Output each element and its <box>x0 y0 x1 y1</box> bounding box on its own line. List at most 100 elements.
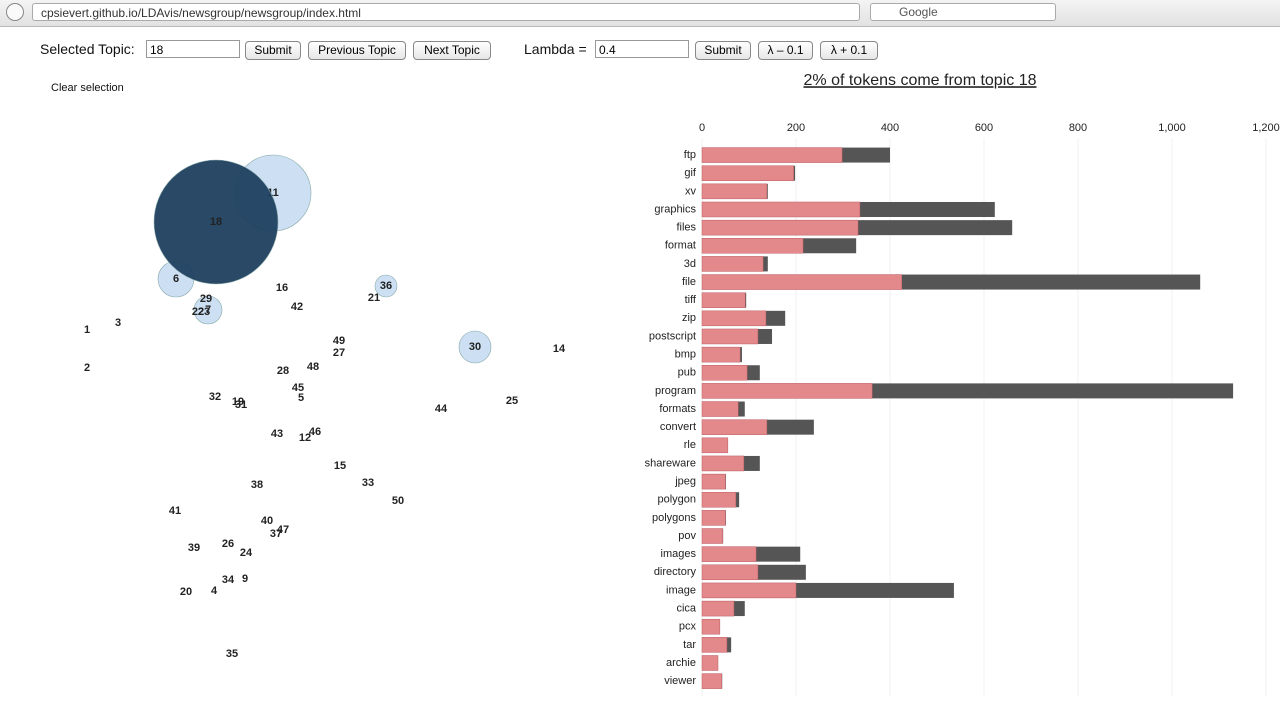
bar[interactable] <box>701 383 873 399</box>
topic-label: 7 <box>205 304 211 316</box>
bar[interactable] <box>701 655 719 671</box>
term-label: shareware <box>645 457 696 469</box>
lambda-up-button[interactable]: λ + 0.1 <box>820 41 878 60</box>
term-label: zip <box>682 312 696 324</box>
bar[interactable] <box>701 365 748 381</box>
bar[interactable] <box>701 292 746 308</box>
topic-label: 34 <box>222 574 235 586</box>
bar[interactable] <box>701 183 768 200</box>
term-label: xv <box>685 185 697 197</box>
bar[interactable] <box>701 201 861 218</box>
x-tick-label: 200 <box>787 122 805 134</box>
lambda-input[interactable]: 0.4 <box>595 40 689 58</box>
bar[interactable] <box>701 491 737 508</box>
topic-label: 42 <box>291 301 303 313</box>
bar[interactable] <box>701 637 728 653</box>
term-label: viewer <box>664 675 696 687</box>
bar[interactable] <box>701 346 741 363</box>
term-label: jpeg <box>674 475 696 487</box>
url-bar[interactable]: cpsievert.github.io/LDAvis/newsgroup/new… <box>32 3 860 21</box>
previous-topic-button[interactable]: Previous Topic <box>308 41 406 60</box>
back-button[interactable] <box>6 3 24 21</box>
bar[interactable] <box>701 564 759 581</box>
bar[interactable] <box>701 473 726 490</box>
topic-label: 22 <box>192 306 204 318</box>
topic-label: 50 <box>392 495 404 507</box>
lambda-down-button[interactable]: λ – 0.1 <box>758 41 813 60</box>
topic-label: 27 <box>333 347 345 359</box>
topic-label: 2 <box>84 362 90 374</box>
bar[interactable] <box>701 528 723 544</box>
bar[interactable] <box>701 238 804 254</box>
term-label: graphics <box>654 203 696 215</box>
topic-label: Selected Topic: <box>40 41 135 57</box>
bar[interactable] <box>701 256 764 272</box>
bar[interactable] <box>701 510 726 526</box>
topic-circle[interactable] <box>193 295 223 325</box>
x-tick-label: 400 <box>881 122 899 134</box>
topic-label: 14 <box>553 343 566 355</box>
x-tick-label: 1,200 <box>1252 122 1280 134</box>
term-label: program <box>655 385 696 397</box>
topic-label: 6 <box>173 273 179 285</box>
topic-label: 21 <box>368 292 380 304</box>
topic-circle[interactable] <box>458 330 492 364</box>
bar[interactable] <box>701 328 759 345</box>
bar[interactable] <box>701 546 757 562</box>
bar[interactable] <box>701 600 735 617</box>
topic-input[interactable]: 18 <box>146 40 240 58</box>
x-tick-label: 600 <box>975 122 993 134</box>
next-topic-button[interactable]: Next Topic <box>413 41 491 60</box>
bar[interactable] <box>701 437 729 454</box>
topic-label: 25 <box>506 395 518 407</box>
x-tick-label: 0 <box>699 122 705 134</box>
topic-circle[interactable] <box>374 274 398 298</box>
bar[interactable] <box>701 165 794 181</box>
term-label: polygons <box>652 512 697 524</box>
topic-label: 18 <box>210 216 222 228</box>
topic-circle[interactable] <box>153 159 279 285</box>
x-tick-label: 1,000 <box>1158 122 1186 134</box>
topic-label: 28 <box>277 365 289 377</box>
topic-label: 4 <box>211 585 218 597</box>
term-label: archie <box>666 657 696 669</box>
browser-toolbar: cpsievert.github.io/LDAvis/newsgroup/new… <box>0 0 1280 27</box>
topic-label: 40 <box>261 515 273 527</box>
bar[interactable] <box>701 401 739 417</box>
bar[interactable] <box>701 274 902 290</box>
topic-label: 30 <box>469 341 481 353</box>
term-label: bmp <box>675 349 696 361</box>
term-label: 3d <box>684 258 696 270</box>
term-label: format <box>665 240 696 252</box>
lambda-label: Lambda = <box>524 41 587 57</box>
bar[interactable] <box>701 419 768 435</box>
topic-label: 16 <box>276 282 288 294</box>
lambda-submit-button[interactable]: Submit <box>695 41 751 60</box>
topic-label: 35 <box>226 648 238 660</box>
term-label: pub <box>678 367 696 379</box>
term-label: directory <box>654 566 697 578</box>
topic-label: 44 <box>435 403 448 415</box>
topic-label: 48 <box>307 361 319 373</box>
bar[interactable] <box>701 147 843 163</box>
topic-label: 15 <box>334 460 346 472</box>
bar[interactable] <box>701 582 797 599</box>
topic-label: 33 <box>362 477 374 489</box>
topic-label: 9 <box>242 573 248 585</box>
topic-label: 32 <box>209 391 221 403</box>
topic-label: 3 <box>115 317 121 329</box>
term-label: formats <box>659 403 696 415</box>
submit-button[interactable]: Submit <box>245 41 301 60</box>
bar[interactable] <box>701 455 745 472</box>
term-label: rle <box>684 439 696 451</box>
search-box[interactable]: Google <box>870 3 1056 21</box>
topic-label: 24 <box>240 547 253 559</box>
topic-label: 26 <box>222 538 234 550</box>
bar[interactable] <box>701 219 859 236</box>
bar[interactable] <box>701 618 721 635</box>
bar[interactable] <box>701 310 767 327</box>
clear-selection[interactable]: Clear selection <box>51 82 124 94</box>
topic-label: 31 <box>235 399 247 411</box>
bar[interactable] <box>701 673 722 689</box>
